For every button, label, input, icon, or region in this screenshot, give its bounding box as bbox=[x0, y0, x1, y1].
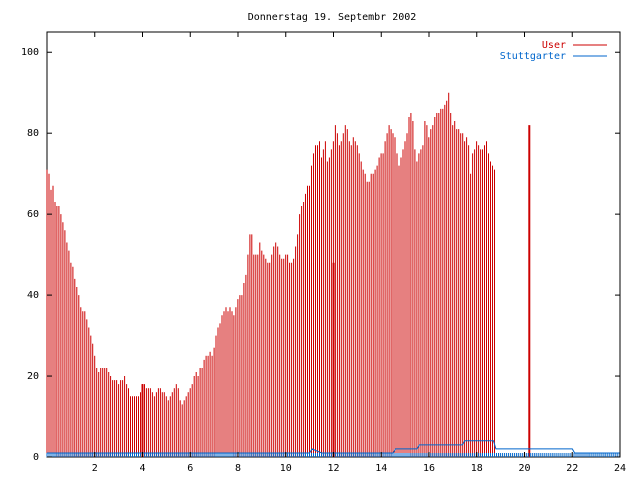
y-tick-label: 100 bbox=[21, 47, 39, 58]
chart-title: Donnerstag 19. Septembr 2002 bbox=[248, 12, 417, 23]
x-tick-label: 10 bbox=[280, 463, 292, 474]
x-tick-label: 4 bbox=[139, 463, 145, 474]
y-tick-label: 80 bbox=[27, 128, 39, 139]
x-tick-label: 22 bbox=[566, 463, 578, 474]
x-tick-label: 8 bbox=[235, 463, 241, 474]
legend-label: Stuttgarter bbox=[500, 51, 566, 62]
x-tick-label: 14 bbox=[375, 463, 387, 474]
x-tick-label: 24 bbox=[614, 463, 626, 474]
stuttgarter-line bbox=[47, 440, 620, 454]
y-tick-label: 20 bbox=[27, 371, 39, 382]
x-tick-label: 2 bbox=[92, 463, 98, 474]
legend-label: User bbox=[542, 40, 566, 51]
x-tick-label: 20 bbox=[518, 463, 530, 474]
y-tick-label: 40 bbox=[27, 290, 39, 301]
x-tick-label: 18 bbox=[471, 463, 483, 474]
x-tick-label: 16 bbox=[423, 463, 435, 474]
bars-group bbox=[46, 92, 621, 457]
x-tick-label: 12 bbox=[327, 463, 339, 474]
y-tick-label: 60 bbox=[27, 209, 39, 220]
x-tick-label: 6 bbox=[187, 463, 193, 474]
y-tick-label: 0 bbox=[33, 452, 39, 463]
